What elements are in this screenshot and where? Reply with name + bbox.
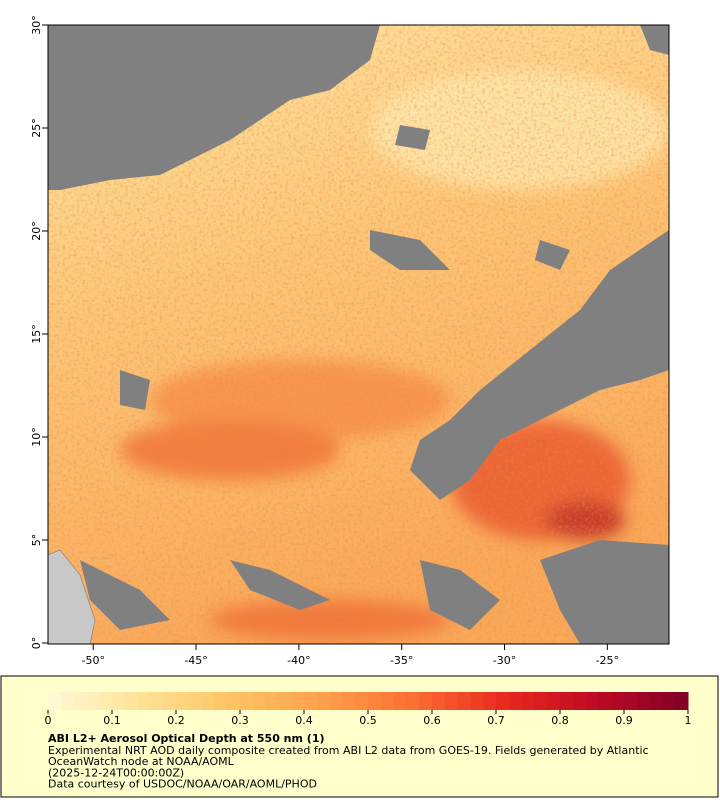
colorbar-tick-label: 0.2 xyxy=(167,714,185,727)
colorbar-block xyxy=(60,692,75,710)
colorbar-block xyxy=(252,692,267,710)
x-tick-label: -35° xyxy=(390,654,413,667)
colorbar-block xyxy=(240,692,254,710)
legend-caption: Data courtesy of USDOC/NOAA/OAR/AOML/PHO… xyxy=(48,778,317,791)
y-tick-label: 5° xyxy=(30,534,43,547)
colorbar-tick-label: 0.5 xyxy=(359,714,377,727)
y-tick-label: 0° xyxy=(30,637,43,650)
colorbar-block xyxy=(342,692,356,710)
colorbar-tick-label: 0.3 xyxy=(231,714,249,727)
colorbar-block xyxy=(534,692,548,710)
x-tick-label: -25° xyxy=(596,654,619,667)
colorbar-block xyxy=(406,692,420,710)
colorbar-block xyxy=(355,692,369,710)
colorbar-block xyxy=(291,692,305,710)
colorbar-block xyxy=(265,692,279,710)
colorbar-block xyxy=(304,692,318,710)
colorbar-block xyxy=(316,692,331,710)
legend-caption: Experimental NRT AOD daily composite cre… xyxy=(48,744,649,757)
colorbar-block xyxy=(99,692,113,710)
colorbar-tick-label: 0 xyxy=(45,714,52,727)
x-tick-label: -30° xyxy=(493,654,516,667)
y-tick-label: 25° xyxy=(30,118,43,138)
colorbar-block xyxy=(419,692,433,710)
colorbar-tick-label: 0.6 xyxy=(423,714,441,727)
colorbar-block xyxy=(227,692,241,710)
colorbar-block xyxy=(470,692,484,710)
colorbar-block xyxy=(572,692,587,710)
y-tick-label: 15° xyxy=(30,324,43,344)
colorbar-block xyxy=(483,692,497,710)
colorbar-block xyxy=(393,692,407,710)
colorbar-tick-label: 0.7 xyxy=(487,714,505,727)
x-tick-label: -40° xyxy=(287,654,310,667)
colorbar-block xyxy=(636,692,651,710)
colorbar-block xyxy=(585,692,599,710)
colorbar-block xyxy=(163,692,177,710)
colorbar-block xyxy=(124,692,139,710)
colorbar-block xyxy=(675,692,689,710)
colorbar-tick-label: 1 xyxy=(685,714,692,727)
colorbar-block xyxy=(150,692,164,710)
colorbar-block xyxy=(73,692,87,710)
colorbar-block xyxy=(624,692,638,710)
legend-caption: OceanWatch node at NOAA/AOML xyxy=(48,755,235,768)
colorbar-block xyxy=(329,692,343,710)
colorbar-block xyxy=(560,692,574,710)
colorbar-tick-label: 0.1 xyxy=(103,714,121,727)
colorbar-block xyxy=(278,692,292,710)
colorbar-block xyxy=(137,692,151,710)
x-tick-label: -45° xyxy=(184,654,207,667)
colorbar-block xyxy=(432,692,446,710)
colorbar-tick-label: 0.8 xyxy=(551,714,569,727)
colorbar-block xyxy=(508,692,523,710)
colorbar-block xyxy=(444,692,459,710)
colorbar-block xyxy=(368,692,382,710)
colorbar-block xyxy=(188,692,203,710)
colorbar-block xyxy=(611,692,625,710)
colorbar-block xyxy=(598,692,612,710)
colorbar-block xyxy=(112,692,126,710)
colorbar-block xyxy=(547,692,561,710)
colorbar-block xyxy=(176,692,190,710)
y-tick-label: 30° xyxy=(30,15,43,35)
colorbar-block xyxy=(48,692,62,710)
colorbar-block xyxy=(214,692,228,710)
colorbar-tick-label: 0.4 xyxy=(295,714,313,727)
colorbar-block xyxy=(662,692,676,710)
colorbar-tick-label: 0.9 xyxy=(615,714,633,727)
y-tick-label: 10° xyxy=(30,427,43,447)
x-tick-label: -50° xyxy=(82,654,105,667)
colorbar-block xyxy=(86,692,100,710)
map-image xyxy=(48,25,669,644)
colorbar-block xyxy=(457,692,471,710)
legend-title: ABI L2+ Aerosol Optical Depth at 550 nm … xyxy=(48,732,325,745)
colorbar-block xyxy=(201,692,215,710)
y-tick-label: 20° xyxy=(30,221,43,241)
colorbar-block xyxy=(649,692,663,710)
colorbar-block xyxy=(496,692,510,710)
legend-caption: (2025-12-24T00:00:00Z) xyxy=(48,766,184,779)
colorbar-block xyxy=(521,692,535,710)
colorbar-block xyxy=(380,692,395,710)
